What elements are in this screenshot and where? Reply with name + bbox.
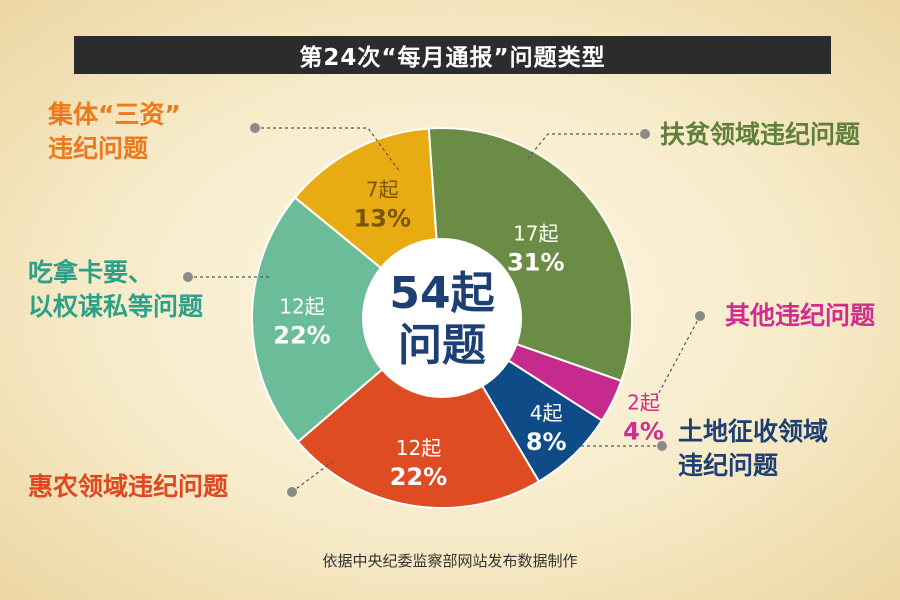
leader-line (255, 127, 401, 173)
leader-dot (695, 311, 705, 321)
category-label-line: 违纪问题 (48, 134, 149, 163)
center-total-label: 54起 (389, 268, 495, 319)
category-label: 吃拿卡要、以权谋私等问题 (28, 256, 203, 324)
leader-line (527, 133, 645, 159)
category-label-line: 扶贫领域违纪问题 (660, 120, 861, 149)
slice-count-label: 12起 (279, 295, 324, 319)
category-label-line: 吃拿卡要、 (28, 258, 154, 287)
category-label-line: 土地征收领域 (678, 417, 829, 446)
slice-value-labels: 17起 31% 2起 4% 4起 8% 12起 22% 12起 22% 7起 13% (273, 178, 664, 492)
leader-lines (183, 123, 705, 497)
slice-count-label: 17起 (513, 221, 558, 245)
slice-count-label: 7起 (366, 178, 399, 202)
category-label: 惠农领域违纪问题 (28, 470, 228, 504)
center-sub-label: 问题 (398, 320, 486, 371)
slice-4 (296, 316, 541, 509)
category-label-line: 其他违纪问题 (725, 301, 876, 330)
category-label-line: 违纪问题 (678, 451, 779, 480)
leader-line (291, 461, 333, 493)
category-label: 其他违纪问题 (725, 299, 875, 333)
leader-dot (250, 123, 260, 133)
donut-hole (362, 238, 522, 398)
chart-title: 第24次“每月通报”问题类型 (74, 36, 831, 74)
slice-percent-label: 13% (354, 205, 411, 233)
category-label-line: 以权谋私等问题 (28, 292, 204, 321)
slice-percent-label: 22% (273, 322, 330, 350)
slice-percent-label: 8% (526, 428, 567, 456)
slice-count-label: 4起 (530, 401, 563, 425)
category-label: 集体“三资” 违纪问题 (48, 98, 181, 166)
leader-dot (640, 129, 650, 139)
slice-percent-label: 4% (623, 417, 664, 445)
leader-dot (657, 441, 667, 451)
leader-line (654, 315, 701, 401)
leader-dot (287, 487, 297, 497)
source-note: 依据中央纪委监察部网站发布数据制作 (322, 552, 578, 570)
slice-5 (251, 196, 444, 444)
slice-percent-label: 31% (507, 248, 564, 276)
category-label: 扶贫领域违纪问题 (660, 118, 860, 152)
slice-percent-label: 22% (390, 463, 447, 491)
slice-count-label: 12起 (396, 436, 441, 460)
slice-count-label: 2起 (627, 390, 660, 414)
category-label-line: 惠农领域违纪问题 (28, 472, 229, 501)
category-label-line: 集体“三资” (48, 100, 181, 129)
leader-dot (183, 272, 193, 282)
category-label: 土地征收领域 违纪问题 (678, 415, 828, 483)
